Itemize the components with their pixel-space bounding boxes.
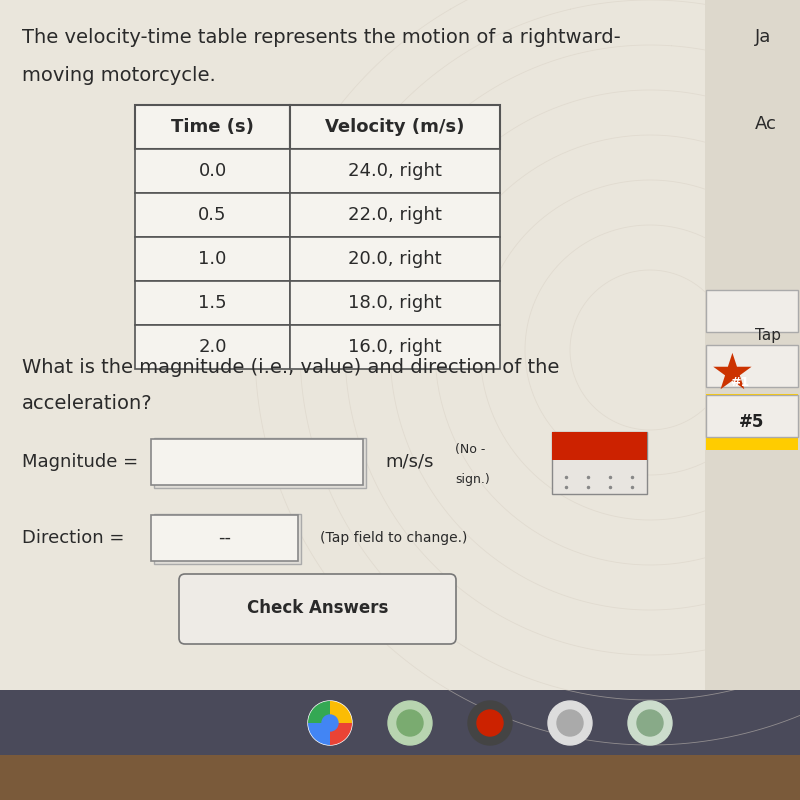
Text: #1: #1 [730, 377, 750, 390]
Text: 1.0: 1.0 [198, 250, 226, 268]
Text: Magnitude =: Magnitude = [22, 453, 138, 471]
Text: 24.0, right: 24.0, right [348, 162, 442, 180]
Circle shape [477, 710, 503, 736]
FancyBboxPatch shape [290, 281, 500, 325]
Circle shape [388, 701, 432, 745]
FancyBboxPatch shape [290, 237, 500, 281]
Text: (Tap field to change.): (Tap field to change.) [320, 531, 467, 545]
FancyBboxPatch shape [0, 755, 800, 800]
FancyBboxPatch shape [706, 345, 798, 387]
FancyBboxPatch shape [0, 690, 800, 755]
FancyBboxPatch shape [290, 325, 500, 369]
Text: 2.0: 2.0 [198, 338, 226, 356]
FancyBboxPatch shape [552, 432, 647, 460]
Text: 0.5: 0.5 [198, 206, 226, 224]
Text: ★: ★ [710, 351, 754, 399]
FancyBboxPatch shape [552, 432, 647, 494]
Text: Ja: Ja [755, 28, 771, 46]
FancyBboxPatch shape [154, 514, 301, 564]
Text: What is the magnitude (i.e., value) and direction of the: What is the magnitude (i.e., value) and … [22, 358, 559, 377]
Text: Direction =: Direction = [22, 529, 124, 547]
FancyBboxPatch shape [154, 438, 366, 488]
Text: acceleration?: acceleration? [22, 394, 153, 413]
FancyBboxPatch shape [179, 574, 456, 644]
Wedge shape [330, 723, 352, 745]
FancyBboxPatch shape [135, 193, 290, 237]
Text: Ac: Ac [755, 115, 777, 133]
Text: (No -: (No - [455, 443, 486, 457]
FancyBboxPatch shape [705, 0, 800, 690]
Text: Velocity (m/s): Velocity (m/s) [326, 118, 465, 136]
Circle shape [322, 715, 338, 731]
Text: #5: #5 [739, 413, 765, 431]
Text: m/s/s: m/s/s [385, 453, 434, 471]
FancyBboxPatch shape [135, 237, 290, 281]
Text: 1.5: 1.5 [198, 294, 227, 312]
Text: 18.0, right: 18.0, right [348, 294, 442, 312]
Circle shape [468, 701, 512, 745]
Circle shape [628, 701, 672, 745]
Text: --: -- [218, 529, 231, 547]
FancyBboxPatch shape [135, 149, 290, 193]
Text: 0.0: 0.0 [198, 162, 226, 180]
Text: moving motorcycle.: moving motorcycle. [22, 66, 216, 85]
FancyBboxPatch shape [706, 395, 798, 437]
Circle shape [557, 710, 583, 736]
Wedge shape [308, 701, 330, 723]
FancyBboxPatch shape [290, 193, 500, 237]
Text: The velocity-time table represents the motion of a rightward-: The velocity-time table represents the m… [22, 28, 621, 47]
FancyBboxPatch shape [706, 394, 798, 450]
FancyBboxPatch shape [290, 105, 500, 149]
Circle shape [308, 701, 352, 745]
FancyBboxPatch shape [151, 515, 298, 561]
Text: 22.0, right: 22.0, right [348, 206, 442, 224]
FancyBboxPatch shape [135, 325, 290, 369]
Text: Time (s): Time (s) [171, 118, 254, 136]
Text: 16.0, right: 16.0, right [348, 338, 442, 356]
FancyBboxPatch shape [706, 290, 798, 332]
FancyBboxPatch shape [135, 105, 290, 149]
Circle shape [397, 710, 423, 736]
Wedge shape [308, 723, 330, 745]
FancyBboxPatch shape [290, 149, 500, 193]
Text: Tap: Tap [755, 328, 781, 343]
Circle shape [637, 710, 663, 736]
Wedge shape [330, 701, 352, 723]
FancyBboxPatch shape [0, 0, 800, 690]
Circle shape [548, 701, 592, 745]
Text: Check Answers: Check Answers [247, 599, 389, 617]
Text: sign.): sign.) [455, 474, 490, 486]
FancyBboxPatch shape [151, 439, 363, 485]
FancyBboxPatch shape [135, 281, 290, 325]
Text: 20.0, right: 20.0, right [348, 250, 442, 268]
